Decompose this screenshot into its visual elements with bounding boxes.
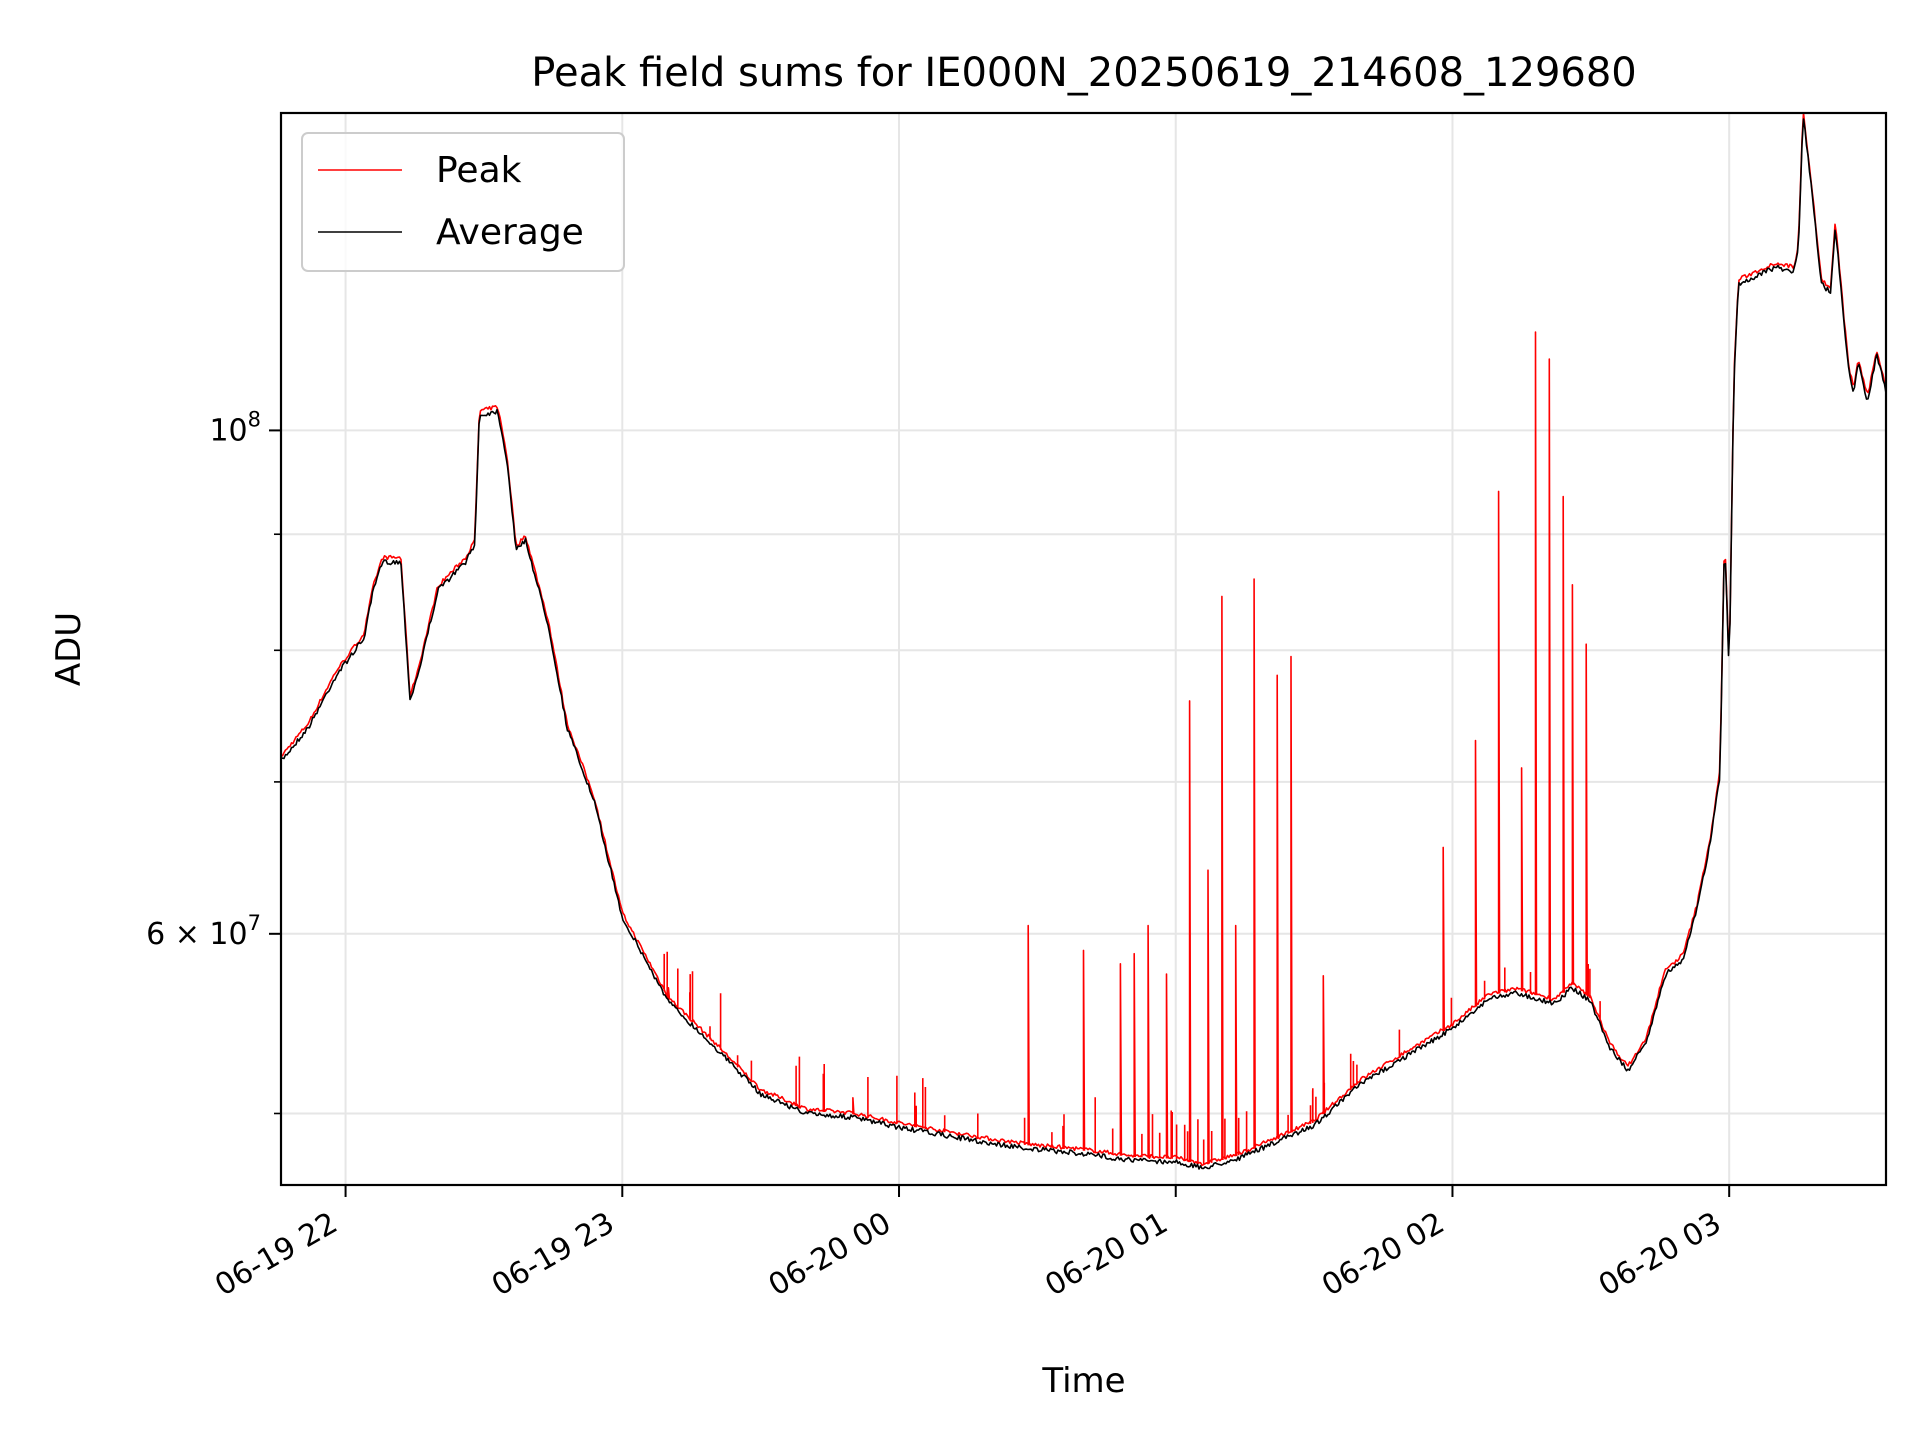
legend-label-average: Average: [436, 212, 584, 253]
legend-box: [301, 132, 625, 272]
chart-title: Peak field sums for IE000N_20250619_2146…: [531, 50, 1636, 96]
series-line-average: [280, 118, 1887, 1170]
series-layer: [280, 112, 1887, 1170]
x-axis-label: Time: [1041, 1361, 1125, 1401]
legend: Peak Average: [301, 132, 625, 272]
legend-label-peak: Peak: [436, 150, 522, 191]
plot-frame: [279, 111, 1888, 1187]
series-line-peak: [280, 112, 1887, 1167]
y-axis-label: ADU: [49, 612, 89, 686]
y-tick-label: 6 × 107: [146, 911, 261, 952]
